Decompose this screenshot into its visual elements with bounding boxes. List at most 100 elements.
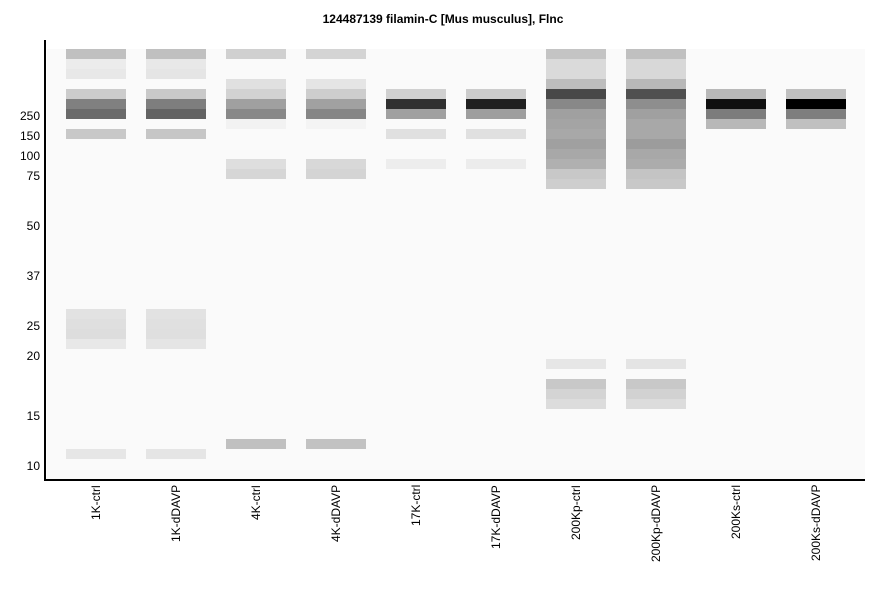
y-tick-label: 150 <box>19 129 40 143</box>
band <box>706 109 766 119</box>
band <box>626 79 686 89</box>
band <box>546 59 606 69</box>
band <box>66 129 126 139</box>
band <box>466 99 526 109</box>
band <box>146 319 206 329</box>
band <box>66 449 126 459</box>
band <box>386 109 446 119</box>
band <box>226 159 286 169</box>
band <box>466 129 526 139</box>
band <box>786 89 846 99</box>
band <box>146 449 206 459</box>
band <box>626 359 686 369</box>
band <box>626 389 686 399</box>
band <box>626 379 686 389</box>
lane-label: 200Ks-dDAVP <box>809 484 823 561</box>
band <box>386 159 446 169</box>
band <box>146 89 206 99</box>
band <box>626 119 686 129</box>
band <box>226 89 286 99</box>
band <box>66 59 126 69</box>
y-tick-label: 100 <box>19 149 40 163</box>
band <box>466 89 526 99</box>
band <box>146 69 206 79</box>
y-tick-label: 15 <box>26 409 40 423</box>
y-tick-label: 50 <box>26 219 40 233</box>
band <box>546 89 606 99</box>
band <box>546 69 606 79</box>
band <box>66 309 126 319</box>
band <box>226 109 286 119</box>
lane-label: 1K-dDAVP <box>169 484 183 542</box>
band <box>306 439 366 449</box>
band <box>306 99 366 109</box>
chart-title: 124487139 filamin-C [Mus musculus], Flnc <box>322 12 564 26</box>
lane-label: 4K-ctrl <box>249 485 263 520</box>
band <box>306 159 366 169</box>
y-tick-label: 37 <box>26 269 40 283</box>
y-axis-line <box>44 40 46 481</box>
lane-label: 200Kp-ctrl <box>569 485 583 540</box>
y-tick-label: 75 <box>26 169 40 183</box>
band <box>546 119 606 129</box>
y-tick-label: 25 <box>26 319 40 333</box>
band <box>466 109 526 119</box>
band <box>786 109 846 119</box>
band <box>146 329 206 339</box>
band <box>706 99 766 109</box>
band <box>386 129 446 139</box>
band <box>786 99 846 109</box>
band <box>546 99 606 109</box>
y-tick-label: 250 <box>19 109 40 123</box>
band <box>546 379 606 389</box>
band <box>146 99 206 109</box>
band <box>786 119 846 129</box>
lane-label: 4K-dDAVP <box>329 484 343 542</box>
band <box>546 179 606 189</box>
band <box>626 149 686 159</box>
band <box>626 49 686 59</box>
band <box>306 89 366 99</box>
band <box>146 129 206 139</box>
band <box>626 59 686 69</box>
band <box>146 59 206 69</box>
band <box>66 319 126 329</box>
band <box>306 109 366 119</box>
band <box>546 159 606 169</box>
lane-label: 200Ks-ctrl <box>729 484 743 539</box>
band <box>626 129 686 139</box>
band <box>386 99 446 109</box>
band <box>546 149 606 159</box>
band <box>626 69 686 79</box>
lane-label: 17K-ctrl <box>409 484 423 526</box>
band <box>626 139 686 149</box>
band <box>306 119 366 129</box>
band <box>66 99 126 109</box>
lane-label: 17K-dDAVP <box>489 485 503 549</box>
band <box>546 169 606 179</box>
band <box>306 79 366 89</box>
band <box>306 169 366 179</box>
band <box>146 339 206 349</box>
lane-label: 200Kp-dDAVP <box>649 484 663 562</box>
band <box>66 49 126 59</box>
band <box>626 89 686 99</box>
band <box>626 99 686 109</box>
band <box>706 89 766 99</box>
band <box>66 339 126 349</box>
y-tick-label: 20 <box>26 349 40 363</box>
band <box>146 109 206 119</box>
band <box>66 89 126 99</box>
band <box>546 79 606 89</box>
band <box>226 49 286 59</box>
band <box>626 399 686 409</box>
lane-label: 1K-ctrl <box>89 485 103 520</box>
band <box>546 129 606 139</box>
band <box>226 99 286 109</box>
band <box>66 69 126 79</box>
band <box>546 389 606 399</box>
band <box>66 109 126 119</box>
band <box>386 89 446 99</box>
x-axis-line <box>44 479 865 481</box>
band <box>466 159 526 169</box>
